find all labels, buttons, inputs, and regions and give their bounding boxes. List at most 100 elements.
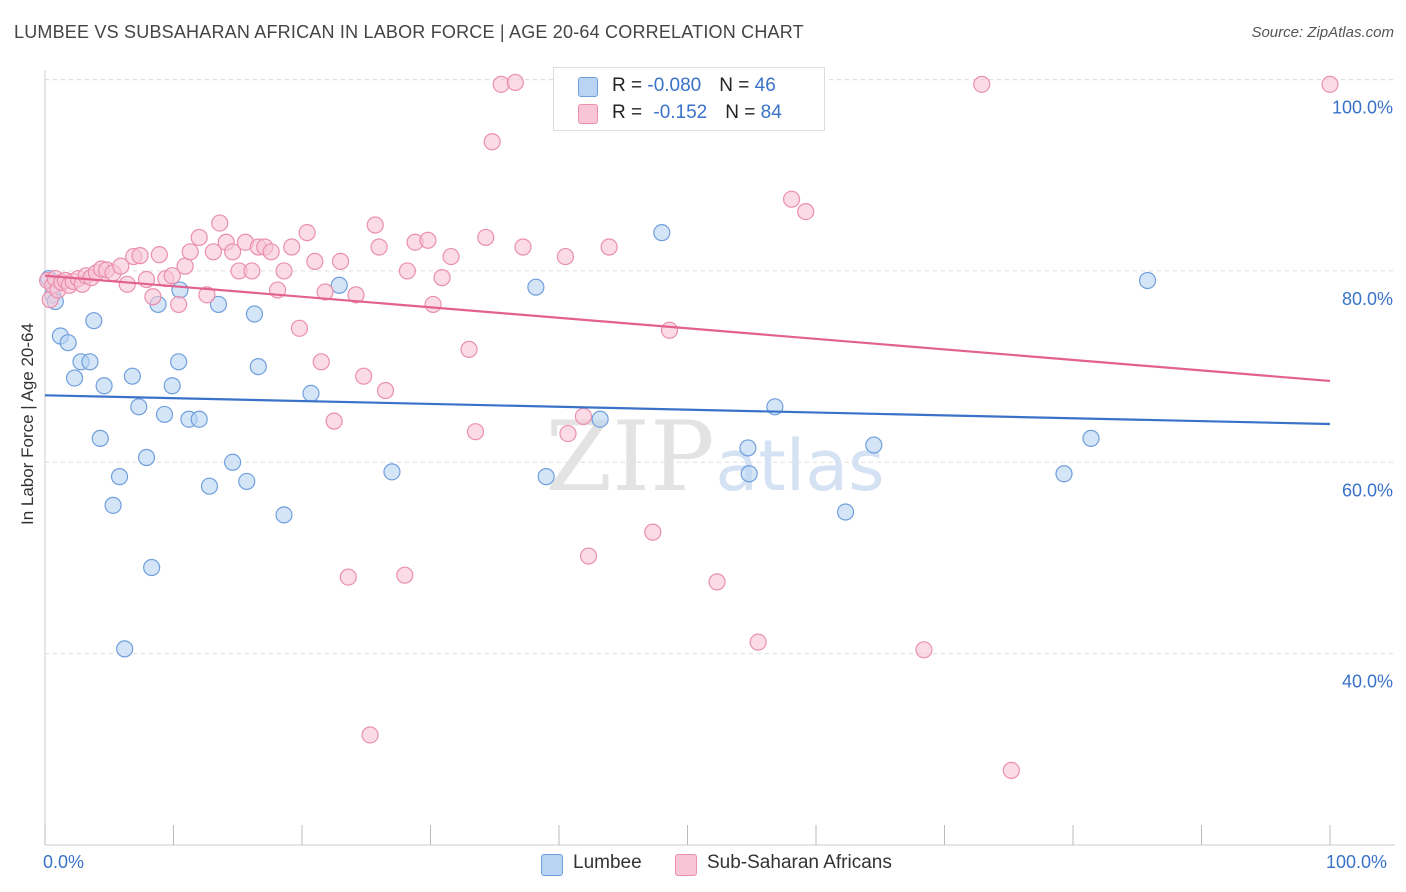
y-tick-labels: 40.0% 60.0% 80.0% 100.0% [1332,98,1393,692]
lumbee-point [170,353,188,371]
lumbee-point [171,281,189,299]
lumbee-point [865,436,883,454]
lumbee-trend-line [44,394,1331,426]
lumbee-point [155,405,174,424]
lumbee-point [143,558,161,577]
lumbee-point [95,377,113,395]
subsaharan-point [163,267,181,285]
subsaharan-point [312,353,330,371]
subsaharan-point [574,407,593,425]
lumbee-point [81,353,99,371]
r-value: -0.080 [647,75,702,96]
axes [44,70,1395,846]
watermark-zip: ZIP [545,401,714,513]
subsaharan-point [424,295,442,314]
subsaharan-trend-line [44,274,1331,383]
subsaharan-point [283,238,301,256]
legend-label: Sub-Saharan Africans [707,852,892,873]
subsaharan-point [204,243,222,261]
x-tick-min: 0.0% [43,852,85,872]
subsaharan-point [782,190,801,208]
lumbee-point [65,369,84,387]
n-label: N = [719,75,755,96]
subsaharan-point [170,295,188,314]
subsaharan-point [483,133,501,151]
lumbee-point [130,398,148,416]
subsaharan-point [396,566,414,584]
subsaharan-point [150,246,168,264]
subsaharan-point [915,641,933,659]
subsaharan-point [442,247,460,266]
trend-lines [44,274,1331,426]
lumbee-points [40,224,1157,658]
subsaharan-point [1321,75,1339,93]
watermark-atlas: atlas [715,425,884,507]
lumbee-point [653,224,671,242]
lumbee-point [1055,465,1073,483]
subsaharan-point [660,321,679,339]
stats-text: R = -0.080 N = 46 [612,75,776,97]
lumbee-point [275,506,293,524]
y-tick-label: 60.0% [1342,480,1393,500]
lumbee-point [190,410,208,428]
subsaharan-point [477,228,495,247]
r-value: -0.152 [653,102,708,123]
subsaharan-point [398,262,416,280]
lumbee-point [91,429,109,447]
subsaharan-point [749,633,767,651]
lumbee-point [591,410,609,428]
lumbee-point [224,453,242,471]
lumbee-point [1082,429,1100,447]
stats-text: R = -0.152 N = 84 [612,102,782,124]
subsaharan-point [198,286,216,304]
subsaharan-point [298,224,316,242]
subsaharan-point [211,214,229,232]
watermark: ZIP atlas [545,401,884,513]
legend-label: Lumbee [573,852,642,873]
subsaharan-point [559,424,577,443]
subsaharan-point [118,275,136,293]
lumbee-point [249,358,267,376]
subsaharan-points [38,72,1339,779]
subsaharan-swatch [675,854,697,876]
subsaharan-point [131,247,149,265]
lumbee-point [238,472,256,491]
subsaharan-point [492,75,510,93]
source-label: Source: ZipAtlas.com [1251,24,1394,41]
lumbee-swatch [578,77,598,97]
subsaharan-point [331,252,350,270]
x-tick-max: 100.0% [1326,852,1388,872]
subsaharan-point [224,243,242,261]
lumbee-point [527,278,545,296]
subsaharan-point [514,238,532,256]
y-axis-label: In Labor Force | Age 20-64 [18,323,37,525]
stats-legend: R = -0.080 N = 46 R = -0.152 N = 84 [553,67,825,131]
r-label: R = [612,102,648,123]
subsaharan-point [644,523,662,541]
subsaharan-point [112,257,130,275]
subsaharan-swatch [578,104,598,124]
subsaharan-point [460,340,478,358]
subsaharan-point [181,243,199,261]
subsaharan-point [144,288,162,306]
series-legend: Lumbee Sub-Saharan Africans [0,852,1406,878]
lumbee-swatch [541,854,563,876]
subsaharan-point [600,238,618,256]
grid-lines [45,79,1395,655]
lumbee-point [383,463,401,481]
n-value: 46 [754,75,776,96]
r-label: R = [612,75,648,96]
subsaharan-point [466,423,485,441]
subsaharan-point [556,247,575,266]
lumbee-point [740,465,758,483]
y-tick-label: 40.0% [1342,672,1393,692]
subsaharan-point [262,243,280,261]
subsaharan-point [366,216,384,234]
lumbee-point [123,367,141,385]
subsaharan-point [290,319,309,337]
subsaharan-point [176,257,194,275]
subsaharan-point [376,381,395,400]
chart-title: LUMBEE VS SUBSAHARAN AFRICAN IN LABOR FO… [14,22,804,42]
subsaharan-point [355,367,373,385]
